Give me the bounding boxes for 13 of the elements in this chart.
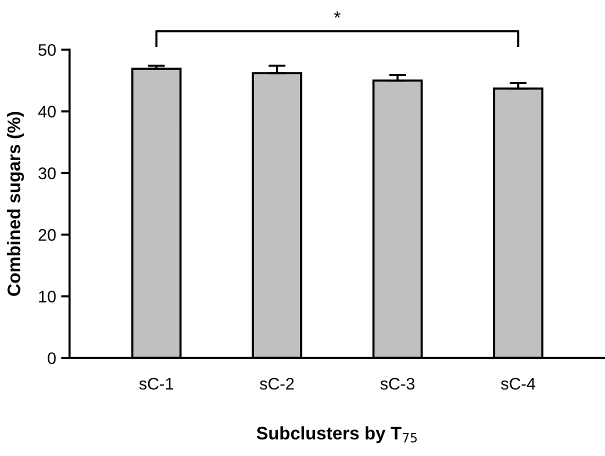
x-tick-label: sC-2 <box>260 378 294 390</box>
x-tick-label: sC-3 <box>380 378 414 390</box>
x-axis-title: Subclusters by T$_{75}$ <box>256 426 417 444</box>
y-tick-label: 0 <box>48 352 56 364</box>
y-tick-label: 30 <box>38 167 56 180</box>
y-tick-label: 50 <box>38 44 56 56</box>
y-tick-label: 40 <box>38 106 56 118</box>
y-axis-title: Combined sugars (%) <box>7 112 24 296</box>
x-tick-label: sC-4 <box>501 378 536 390</box>
x-tick-label: sC-1 <box>139 378 174 390</box>
y-tick-label: 10 <box>39 290 56 303</box>
text: * <box>334 11 341 18</box>
y-tick-label: 20 <box>38 229 56 241</box>
